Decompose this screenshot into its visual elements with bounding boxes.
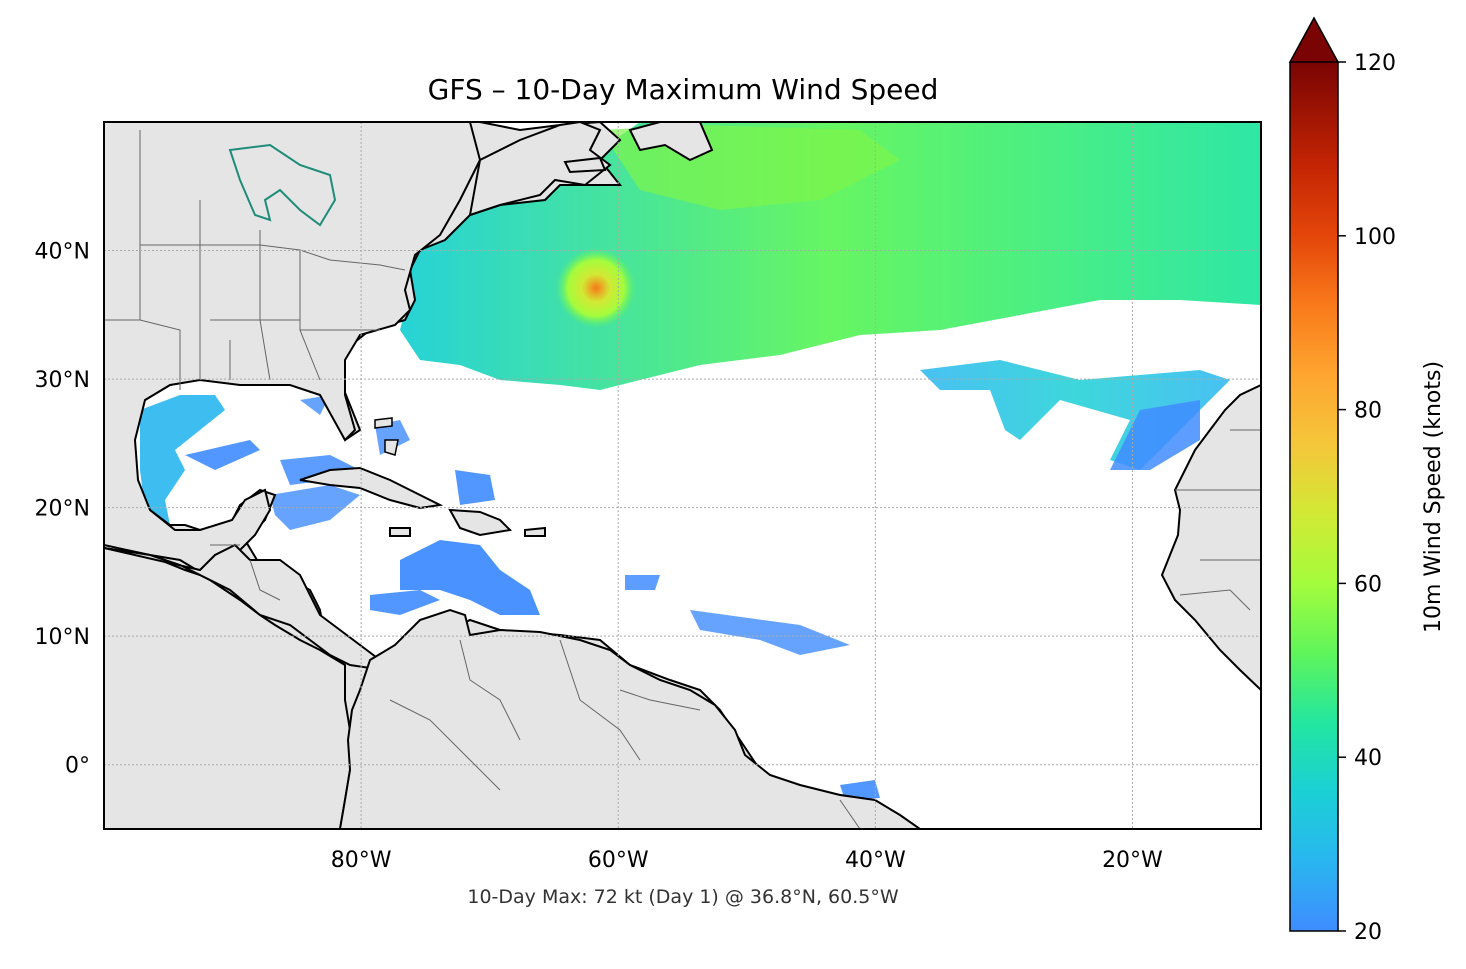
lon-tick-label: 20°W bbox=[1102, 848, 1163, 873]
great-lakes-outline bbox=[228, 143, 337, 227]
land-bahamas-2 bbox=[384, 439, 399, 456]
caribbean-wind bbox=[400, 540, 540, 615]
lat-tick-label: 0° bbox=[65, 754, 90, 779]
colorbar-tick-label: 20 bbox=[1354, 920, 1382, 945]
map-frame bbox=[103, 121, 1262, 830]
cuba-north-wind bbox=[280, 455, 360, 485]
colorbar-tick-label: 100 bbox=[1354, 225, 1396, 250]
land-south-america bbox=[338, 608, 922, 829]
cuba-south-wind bbox=[270, 485, 360, 530]
lat-tick-label: 40°N bbox=[35, 240, 90, 265]
caribbean-wind-2 bbox=[370, 590, 440, 615]
trop-scatter-5 bbox=[375, 420, 410, 455]
colorbar-tick-label: 80 bbox=[1354, 399, 1382, 424]
land-hispaniola bbox=[448, 508, 513, 537]
colorbar-tick-label: 120 bbox=[1354, 51, 1396, 76]
lat-tick-label: 30°N bbox=[35, 368, 90, 393]
lat-tick-label: 20°N bbox=[35, 497, 90, 522]
land-jamaica bbox=[389, 527, 411, 537]
state-borders bbox=[104, 130, 1261, 829]
lat-tick-label: 10°N bbox=[35, 625, 90, 650]
colorbar-fill bbox=[1290, 62, 1338, 931]
land-cuba bbox=[299, 466, 444, 510]
land-canada-maritime bbox=[468, 122, 612, 217]
trop-scatter-2 bbox=[690, 610, 850, 655]
wind-field bbox=[110, 122, 1261, 800]
gulf-wind-2 bbox=[185, 440, 260, 470]
land-bahamas-1 bbox=[374, 417, 393, 429]
colorbar-label: 10m Wind Speed (knots) bbox=[1421, 361, 1446, 633]
colorbar-ticks: 20 40 60 80 100 120 bbox=[1338, 51, 1396, 945]
colorbar-tick-label: 40 bbox=[1354, 746, 1382, 771]
colorbar-tick-label: 60 bbox=[1354, 572, 1382, 597]
lon-tick-label: 80°W bbox=[331, 848, 392, 873]
longitude-ticks: 80°W 60°W 40°W 20°W bbox=[331, 848, 1163, 873]
map-gridlines bbox=[104, 122, 1261, 829]
eastern-patch bbox=[1110, 400, 1200, 470]
trop-scatter-1 bbox=[625, 575, 660, 590]
trop-scatter-3 bbox=[840, 780, 880, 800]
lon-tick-label: 60°W bbox=[588, 848, 649, 873]
latitude-ticks: 40°N 30°N 20°N 10°N 0° bbox=[35, 240, 90, 779]
land-newfoundland bbox=[628, 122, 714, 162]
land-pei bbox=[563, 156, 607, 174]
storm-max-marker bbox=[556, 248, 636, 328]
lon-tick-label: 40°W bbox=[845, 848, 906, 873]
max-wind-caption: 10-Day Max: 72 kt (Day 1) @ 36.8°N, 60.5… bbox=[467, 886, 898, 908]
map-title: GFS – 10-Day Maximum Wind Speed bbox=[428, 73, 939, 106]
land-africa bbox=[1160, 383, 1261, 692]
bahamas-wind bbox=[455, 470, 495, 505]
colorbar: 20 40 60 80 100 120 10m Wind Speed (knots) bbox=[1288, 16, 1446, 945]
map-panel bbox=[104, 122, 1261, 829]
colorbar-extend-arrow bbox=[1288, 16, 1340, 63]
gulf-wind bbox=[140, 395, 225, 525]
colorbar-outline bbox=[1289, 62, 1339, 932]
land-puerto-rico bbox=[524, 526, 546, 537]
